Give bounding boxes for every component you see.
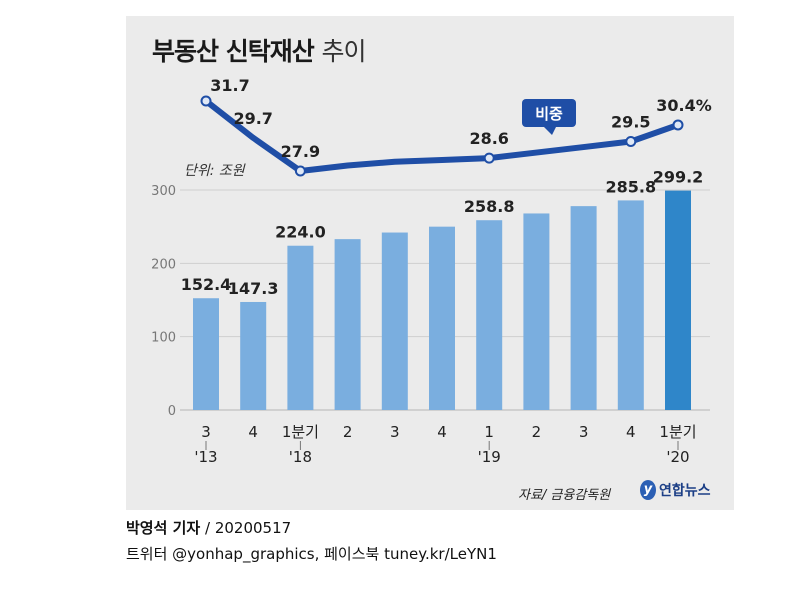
share-value-label: 29.5 — [611, 113, 650, 132]
y-tick-label: 100 — [151, 331, 176, 346]
byline: 박영석 기자 / 20200517 — [126, 517, 291, 538]
x-tick-label: 3 — [579, 423, 589, 441]
bar — [429, 226, 455, 410]
yonhap-logo: y 연합뉴스 — [640, 480, 711, 500]
bar — [476, 220, 503, 410]
y-tick-label: 200 — [151, 257, 176, 272]
bar — [381, 232, 408, 410]
author-name: 박영석 기자 — [126, 519, 201, 537]
share-legend-pointer — [544, 127, 556, 135]
bar-value-label: 299.2 — [653, 168, 704, 187]
bar-value-label: 224.0 — [275, 223, 326, 242]
bar — [523, 213, 550, 410]
x-tick-label: 1 — [484, 423, 494, 441]
bar — [240, 301, 267, 410]
share-point — [200, 95, 212, 107]
y-tick-label: 300 — [151, 184, 176, 199]
year-label: '18 — [289, 448, 312, 466]
x-tick-label: 2 — [532, 423, 542, 441]
bar-value-label: 147.3 — [228, 279, 279, 298]
bar-value-label: 258.8 — [464, 197, 515, 216]
share-legend-label: 비중 — [535, 105, 563, 123]
year-label: '19 — [478, 448, 501, 466]
chart-title: 부동산 신탁재산 추이 — [152, 32, 366, 68]
x-tick-label: 1분기 — [282, 423, 319, 441]
share-point — [483, 152, 495, 164]
bar-value-label: 285.8 — [605, 177, 656, 196]
y-tick-label: 0 — [168, 404, 176, 419]
title-sub: 추이 — [321, 37, 366, 66]
bar — [334, 239, 361, 410]
share-value-label: 30.4% — [656, 96, 712, 115]
bar — [665, 190, 691, 410]
publish-date: / 20200517 — [205, 519, 292, 537]
share-value-label: 28.6 — [469, 129, 508, 148]
source-label: 자료/ 금융감독원 — [518, 488, 611, 503]
x-tick-label: 1분기 — [659, 423, 696, 441]
logo-text: 연합뉴스 — [659, 483, 711, 499]
bar — [287, 245, 314, 410]
bar-value-label: 152.4 — [181, 275, 232, 294]
share-point — [625, 136, 637, 148]
x-tick-label: 4 — [626, 423, 636, 441]
x-tick-label: 2 — [343, 423, 353, 441]
bar — [570, 206, 597, 410]
share-point — [294, 165, 306, 177]
social-links: 트위터 @yonhap_graphics, 페이스북 tuney.kr/LeYN… — [126, 545, 497, 563]
unit-label: 단위: 조원 — [184, 163, 245, 179]
yonhap-logo-icon: y — [640, 480, 656, 500]
x-tick-label: 3 — [201, 423, 211, 441]
x-tick-label: 3 — [390, 423, 400, 441]
x-tick-label: 4 — [437, 423, 447, 441]
share-value-label: 29.7 — [233, 109, 272, 128]
title-main: 부동산 신탁재산 — [152, 37, 315, 66]
year-label: '13 — [194, 448, 217, 466]
bar — [617, 200, 644, 410]
share-point — [672, 119, 684, 131]
share-line — [203, 98, 681, 174]
share-value-label: 27.9 — [281, 142, 320, 161]
share-value-label: 31.7 — [210, 76, 249, 95]
share-legend-bubble — [522, 99, 576, 127]
x-tick-label: 4 — [248, 423, 258, 441]
bar — [193, 298, 219, 410]
year-label: '20 — [666, 448, 689, 466]
